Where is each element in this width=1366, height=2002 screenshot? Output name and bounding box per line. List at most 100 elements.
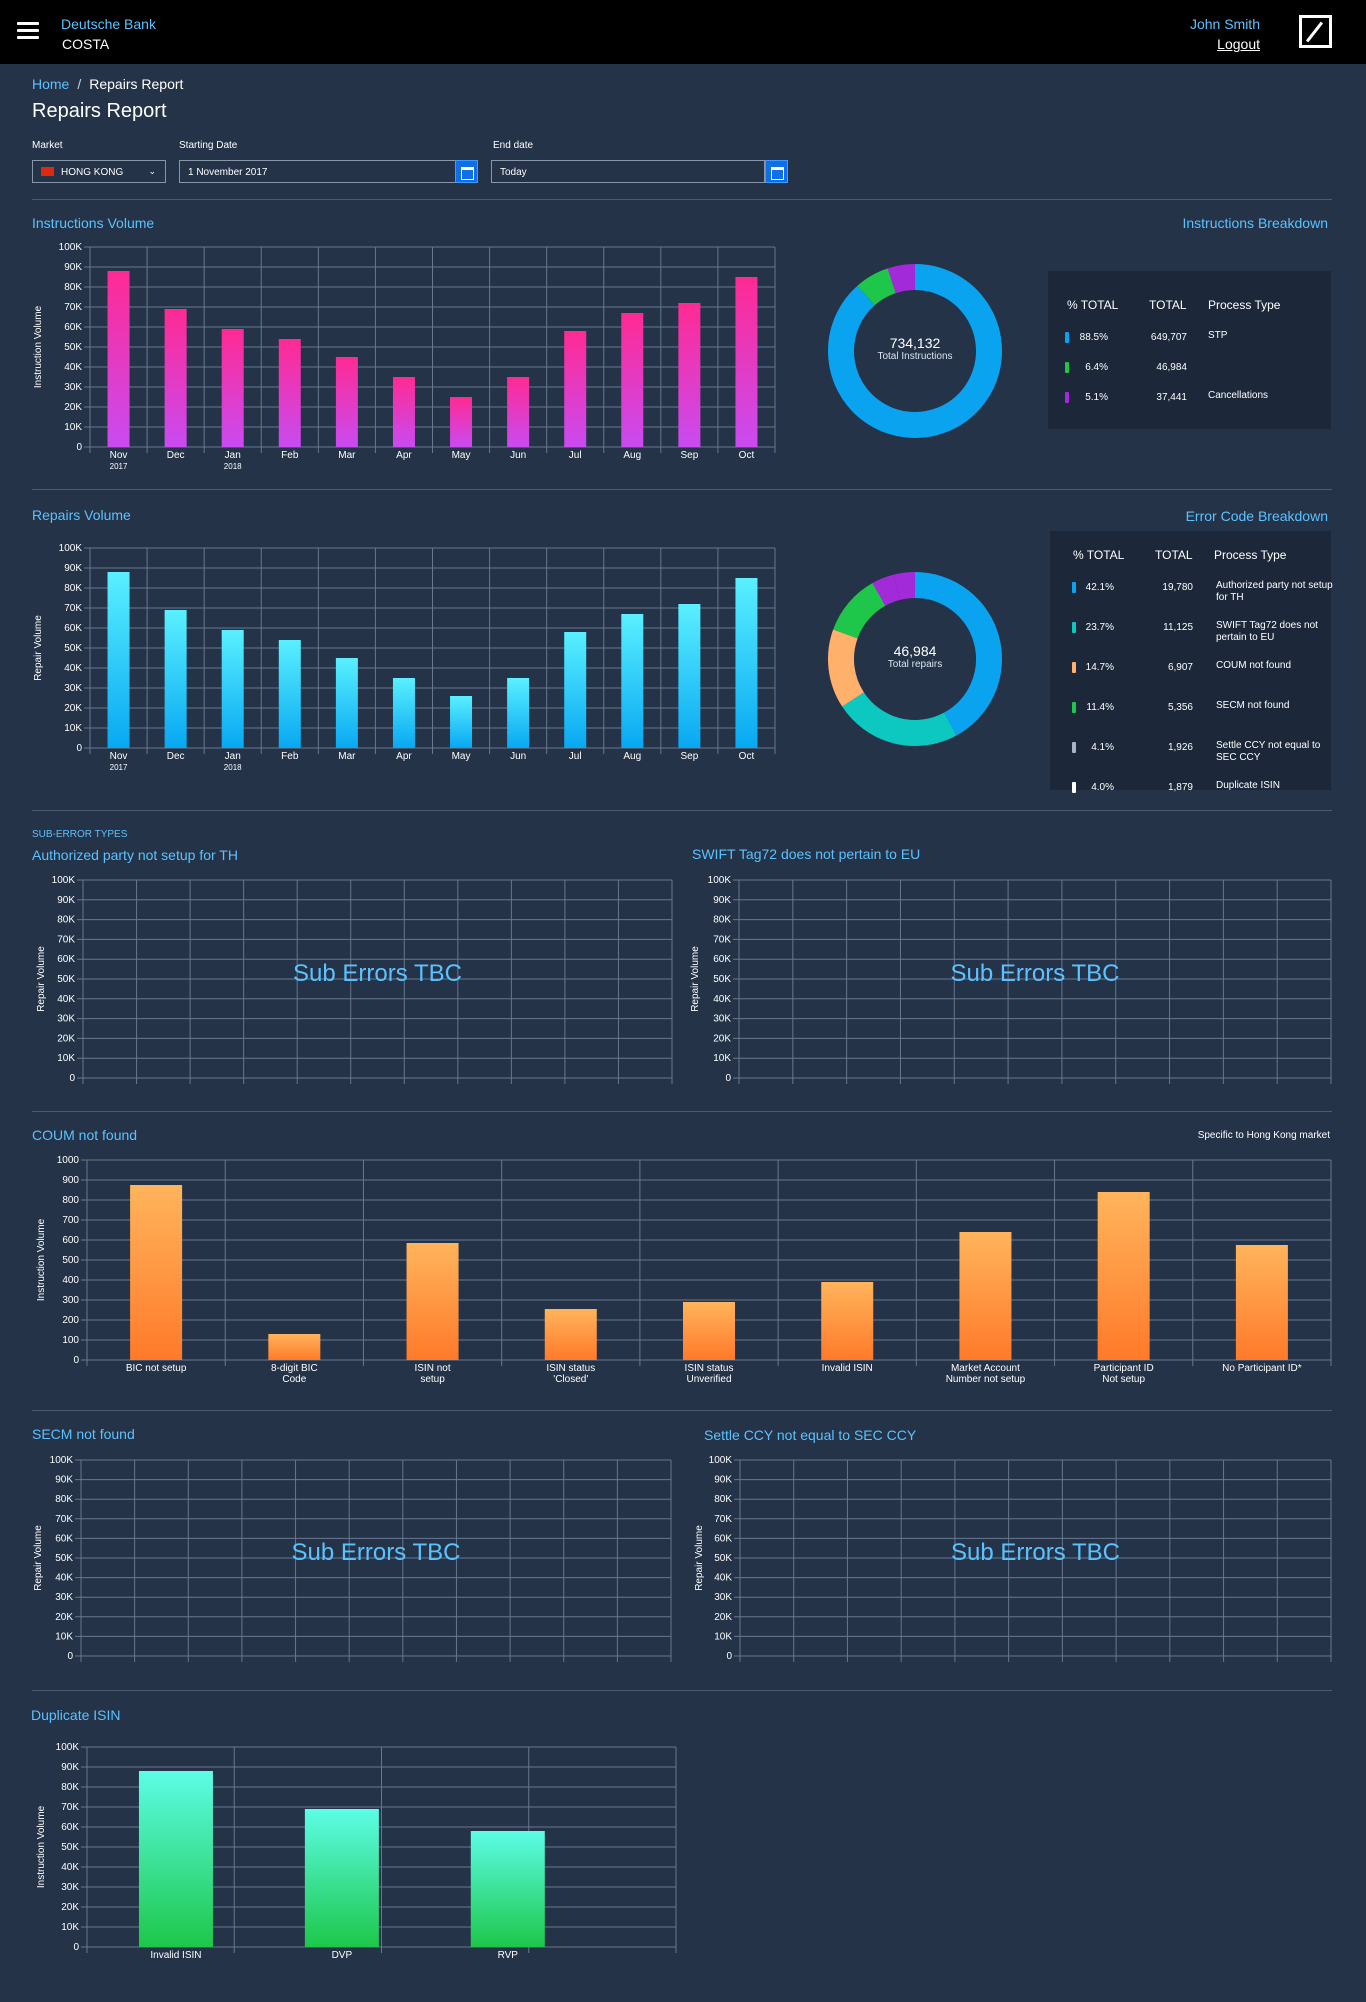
- bar[interactable]: [621, 313, 644, 447]
- donut-slice[interactable]: [893, 572, 916, 601]
- bar[interactable]: [304, 1809, 379, 1947]
- bar[interactable]: [392, 678, 415, 748]
- market-select[interactable]: HONG KONG ⌄: [32, 160, 166, 183]
- bar[interactable]: [392, 377, 415, 447]
- grid-lines: [75, 1459, 672, 1662]
- bar[interactable]: [335, 658, 358, 748]
- menu-icon[interactable]: [17, 22, 39, 40]
- y-tick-label: 60K: [64, 623, 82, 634]
- bar[interactable]: [221, 329, 244, 447]
- bar[interactable]: [130, 1185, 183, 1360]
- bar[interactable]: [138, 1771, 213, 1947]
- logout-link[interactable]: Logout: [1217, 36, 1260, 52]
- legend-row[interactable]: 4.1% 1,926 Settle CCY not equal to SEC CCY: [1050, 738, 1331, 770]
- bar[interactable]: [450, 696, 473, 748]
- total-instructions-label: Total Instructions: [877, 351, 953, 362]
- legend-row[interactable]: 4.0% 1,879 Duplicate ISIN: [1050, 778, 1331, 810]
- y-tick-label: 20K: [61, 1902, 79, 1913]
- bar[interactable]: [107, 572, 130, 748]
- bar[interactable]: [278, 339, 301, 447]
- y-tick-label: 100K: [59, 543, 83, 554]
- bar[interactable]: [278, 640, 301, 748]
- y-tick-label: 10K: [57, 1053, 75, 1064]
- x-tick-label: Jan: [225, 450, 241, 461]
- bar[interactable]: [564, 331, 587, 447]
- bar[interactable]: [470, 1831, 545, 1947]
- bar[interactable]: [621, 614, 644, 748]
- bar[interactable]: [335, 357, 358, 447]
- bar[interactable]: [507, 377, 530, 447]
- legend-row[interactable]: 42.1% 19,780 Authorized party not setup fo…: [1050, 578, 1333, 610]
- x-tick-label: Mar: [338, 450, 356, 461]
- bar[interactable]: [683, 1302, 735, 1360]
- y-tick-label: 40K: [64, 663, 82, 674]
- x-tick-label: Participant ID: [1094, 1363, 1154, 1374]
- bar[interactable]: [735, 578, 758, 748]
- bar[interactable]: [959, 1232, 1012, 1360]
- legend-row[interactable]: 88.5% 649,707 STP: [1048, 328, 1331, 360]
- donut-slice[interactable]: [857, 268, 897, 306]
- legend-pct: 6.4%: [1085, 362, 1108, 373]
- bar[interactable]: [164, 309, 187, 447]
- secm-title: SECM not found: [32, 1426, 135, 1442]
- brand-name: Deutsche Bank: [61, 16, 156, 32]
- bar[interactable]: [268, 1334, 321, 1360]
- legend-row[interactable]: 23.7% 11,125 SWIFT Tag72 does not pertain …: [1050, 618, 1331, 650]
- donut-slice[interactable]: [914, 572, 1002, 736]
- bar[interactable]: [406, 1243, 459, 1360]
- x-tick-label: 8-digit BIC: [271, 1363, 318, 1374]
- bar[interactable]: [164, 610, 187, 748]
- legend-row[interactable]: 14.7% 6,907 COUM not found: [1050, 658, 1331, 690]
- bar[interactable]: [1097, 1192, 1150, 1360]
- donut-slice[interactable]: [833, 583, 886, 639]
- donut-slice[interactable]: [828, 629, 865, 707]
- bar[interactable]: [735, 277, 758, 447]
- y-tick-label: 60K: [61, 1822, 79, 1833]
- bar[interactable]: [821, 1282, 874, 1360]
- x-tick-label: RVP: [498, 1950, 519, 1961]
- donut-slice[interactable]: [842, 691, 957, 746]
- bar[interactable]: [450, 397, 473, 447]
- bar[interactable]: [1235, 1245, 1288, 1360]
- start-calendar-icon[interactable]: [455, 160, 478, 183]
- bar[interactable]: [544, 1309, 597, 1360]
- end-calendar-icon[interactable]: [765, 160, 788, 183]
- bar[interactable]: [678, 303, 701, 447]
- divider: [32, 489, 1332, 490]
- process-type-header: Process Type: [1208, 298, 1281, 312]
- legend-swatch: [1072, 622, 1076, 633]
- y-tick-label: 0: [725, 1073, 731, 1084]
- user-name[interactable]: John Smith: [1189, 16, 1260, 32]
- sub1-title: Authorized party not setup for TH: [32, 847, 238, 863]
- bar[interactable]: [221, 630, 244, 748]
- year-label: 2017: [110, 462, 128, 471]
- y-tick-label: 0: [69, 1073, 75, 1084]
- end-date-input[interactable]: Today: [491, 160, 765, 183]
- x-tick-label: DVP: [332, 1950, 353, 1961]
- x-tick-label: Mar: [338, 751, 356, 762]
- divider: [32, 199, 1332, 200]
- legend-row[interactable]: 11.4% 5,356 SECM not found: [1050, 698, 1331, 730]
- y-tick-label: 0: [726, 1651, 732, 1662]
- deutsche-bank-logo[interactable]: [1299, 15, 1332, 48]
- legend-row[interactable]: 5.1% 37,441 Cancellations: [1048, 388, 1331, 420]
- legend-total: 1,926: [1167, 742, 1193, 753]
- market-note: Specific to Hong Kong market: [1197, 1130, 1330, 1141]
- bar[interactable]: [564, 632, 587, 748]
- divider: [32, 1111, 1332, 1112]
- y-tick-label: 50K: [64, 643, 82, 654]
- bar[interactable]: [507, 678, 530, 748]
- market-label: Market: [32, 140, 63, 151]
- legend-pct: 11.4%: [1086, 702, 1114, 713]
- donut-slice[interactable]: [887, 264, 916, 294]
- donut-slice[interactable]: [828, 264, 1002, 438]
- y-tick-label: 40K: [55, 1573, 73, 1584]
- legend-row[interactable]: 6.4% 46,984: [1048, 358, 1331, 390]
- bar[interactable]: [107, 271, 130, 447]
- bar[interactable]: [678, 604, 701, 748]
- y-tick-label: 30K: [57, 1014, 75, 1025]
- breadcrumb-home[interactable]: Home: [32, 76, 70, 92]
- donut-slice[interactable]: [872, 574, 901, 606]
